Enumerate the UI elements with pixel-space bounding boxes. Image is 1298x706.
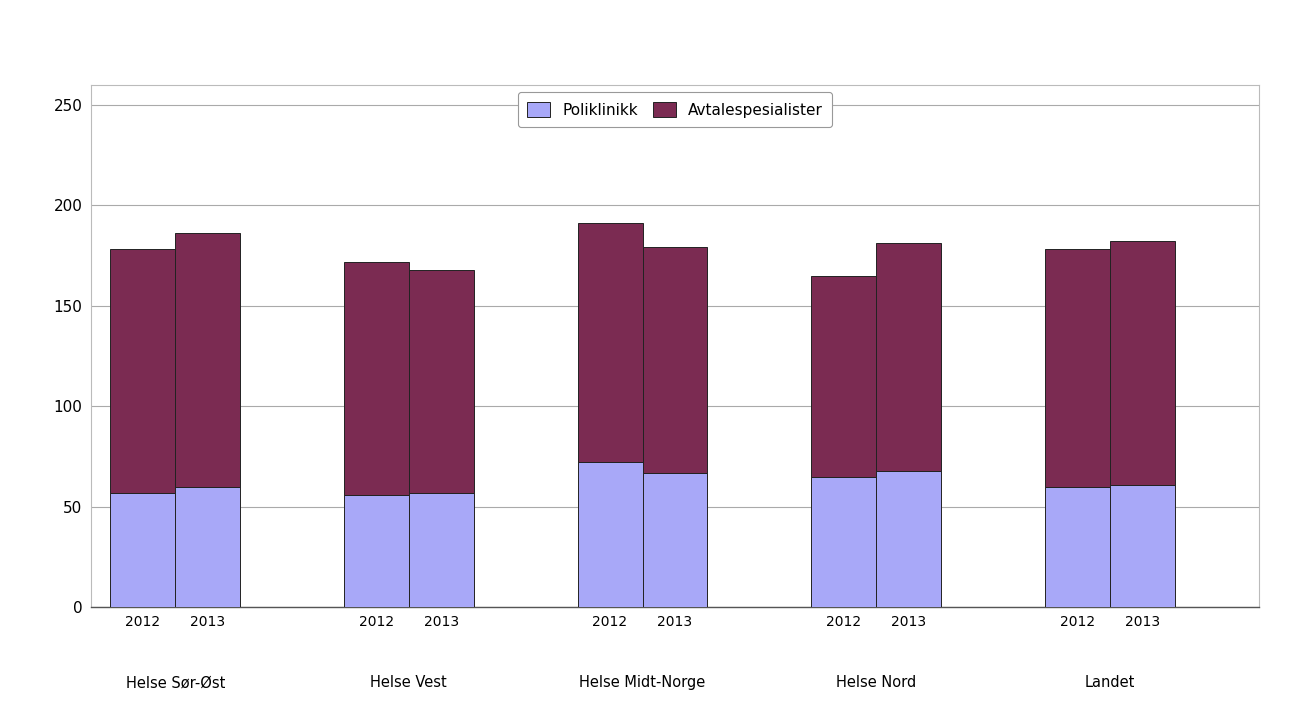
Bar	[811, 477, 876, 607]
Bar	[344, 261, 409, 495]
Bar	[175, 486, 240, 607]
Bar	[1045, 486, 1110, 607]
Bar	[578, 462, 643, 607]
Bar	[1110, 484, 1175, 607]
Bar	[110, 249, 175, 493]
Bar	[643, 472, 707, 607]
Bar	[344, 495, 409, 607]
Bar	[175, 234, 240, 486]
Bar	[409, 493, 474, 607]
Text: Helse Vest: Helse Vest	[370, 675, 448, 690]
Bar	[643, 248, 707, 472]
Text: Helse Midt-Norge: Helse Midt-Norge	[579, 675, 706, 690]
Text: Helse Sør-Øst: Helse Sør-Øst	[126, 675, 225, 690]
Bar	[876, 244, 941, 470]
Bar	[1110, 241, 1175, 484]
Legend: Poliklinikk, Avtalespesialister: Poliklinikk, Avtalespesialister	[518, 92, 832, 126]
Bar	[876, 470, 941, 607]
Text: Landet: Landet	[1085, 675, 1134, 690]
Bar	[110, 493, 175, 607]
Bar	[409, 270, 474, 493]
Text: Helse Nord: Helse Nord	[836, 675, 916, 690]
Bar	[578, 223, 643, 462]
Bar	[811, 275, 876, 477]
Bar	[1045, 249, 1110, 486]
